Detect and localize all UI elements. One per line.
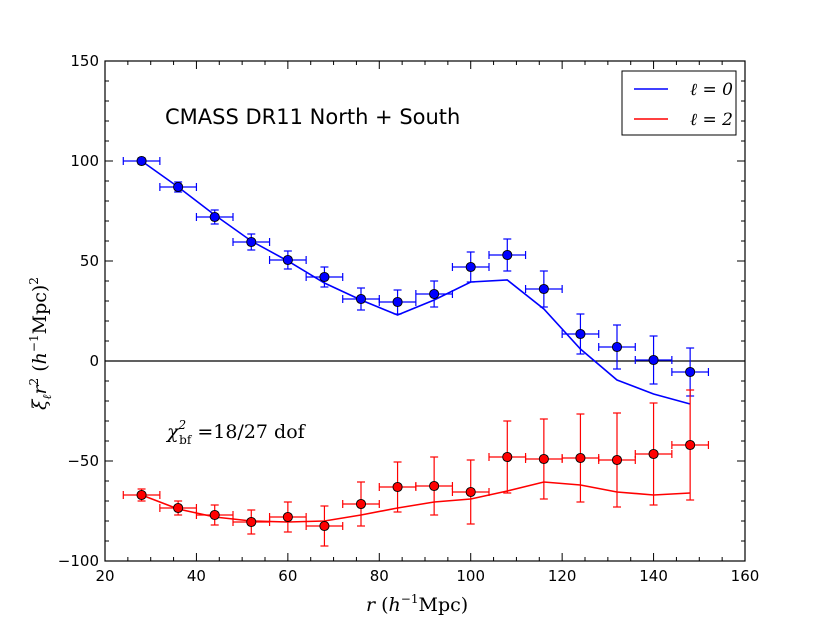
y-tick-label: 0 (89, 352, 99, 370)
x-tick-label: 120 (548, 567, 577, 585)
annotation-main: χ (165, 421, 180, 443)
y-label-h: h (29, 352, 51, 364)
x-label-h: h (389, 594, 401, 616)
x-label-unit: Mpc) (419, 594, 469, 616)
x-tick-label: 140 (639, 567, 668, 585)
data-point-l2 (685, 439, 696, 451)
data-point-l2 (611, 454, 623, 466)
data-point-l0 (136, 155, 147, 167)
y-label-unit: Mpc) (29, 285, 51, 335)
x-tick-label: 40 (187, 567, 206, 585)
data-point-l0 (685, 366, 696, 378)
y-label-paren: ( (29, 364, 51, 377)
y-tick-label: 100 (70, 152, 99, 170)
data-point-l0 (282, 254, 293, 266)
y-label-sup-end: 2 (27, 277, 41, 285)
legend-box (621, 70, 737, 136)
x-label-sup: −1 (401, 592, 419, 606)
data-point-l0 (465, 261, 476, 273)
x-tick-label: 60 (278, 567, 297, 585)
data-point-l2 (575, 452, 586, 464)
data-point-l0 (502, 249, 513, 261)
data-point-l2 (538, 453, 549, 465)
data-point-l0 (575, 328, 586, 340)
y-tick-label: −100 (58, 552, 99, 570)
legend-label-l0: ℓ = 0 (690, 80, 733, 100)
data-point-l2 (648, 448, 659, 460)
data-point-l0 (392, 296, 403, 308)
data-point-l2 (246, 516, 257, 528)
x-tick-label: 80 (370, 567, 389, 585)
x-tick-label: 20 (95, 567, 114, 585)
y-axis-label: ξℓr2 (h−1Mpc)2 (27, 277, 54, 410)
data-points-layer (136, 155, 696, 532)
data-point-l2 (355, 498, 367, 510)
data-point-l0 (355, 293, 367, 305)
legend-label-l2: ℓ = 2 (690, 110, 733, 130)
data-point-l0 (246, 236, 257, 248)
y-label-r: r (29, 384, 51, 395)
data-point-l2 (282, 511, 293, 523)
data-point-l0 (611, 341, 623, 353)
y-label-sup2: 2 (27, 378, 41, 386)
y-label-sup: −1 (27, 334, 41, 352)
annotation-rest: =18/27 dof (191, 421, 306, 443)
annotation-sub: bf (179, 433, 193, 447)
y-tick-label: −50 (67, 452, 99, 470)
data-point-l2 (173, 502, 184, 514)
y-label-xi: ξ (29, 398, 51, 410)
x-tick-label: 160 (731, 567, 760, 585)
y-label-sub: ℓ (40, 395, 54, 400)
data-point-l0 (209, 211, 220, 223)
chi-square-annotation: χ2 bf =18/27 dof (165, 418, 307, 447)
data-point-l0 (319, 271, 330, 283)
data-point-l0 (648, 354, 659, 366)
y-tick-label: 50 (80, 252, 99, 270)
chart-title: CMASS DR11 North + South (165, 105, 460, 129)
x-label-var: r (366, 594, 377, 616)
data-point-l2 (465, 486, 476, 498)
data-point-l2 (502, 451, 513, 463)
data-point-l2 (429, 480, 440, 492)
data-point-l0 (538, 283, 549, 295)
data-point-l0 (173, 181, 184, 193)
data-point-l0 (429, 288, 440, 300)
x-tick-label: 100 (456, 567, 485, 585)
annotation-sup: 2 (178, 418, 187, 432)
x-axis-label: r (h−1Mpc) (366, 592, 468, 616)
data-point-l2 (392, 481, 403, 493)
legend: ℓ = 0 ℓ = 2 (621, 70, 737, 136)
y-tick-label: 150 (70, 52, 99, 70)
data-point-l2 (209, 509, 220, 521)
ticks-layer (104, 60, 746, 562)
model-curve-l0 (141, 160, 691, 405)
tick-labels-layer: 20 40 60 80 100 120 140 160 −100 −50 0 50 100 150 (58, 52, 760, 585)
data-point-l2 (136, 489, 147, 501)
x-label-paren: ( (375, 594, 388, 616)
data-point-l2 (319, 520, 330, 532)
